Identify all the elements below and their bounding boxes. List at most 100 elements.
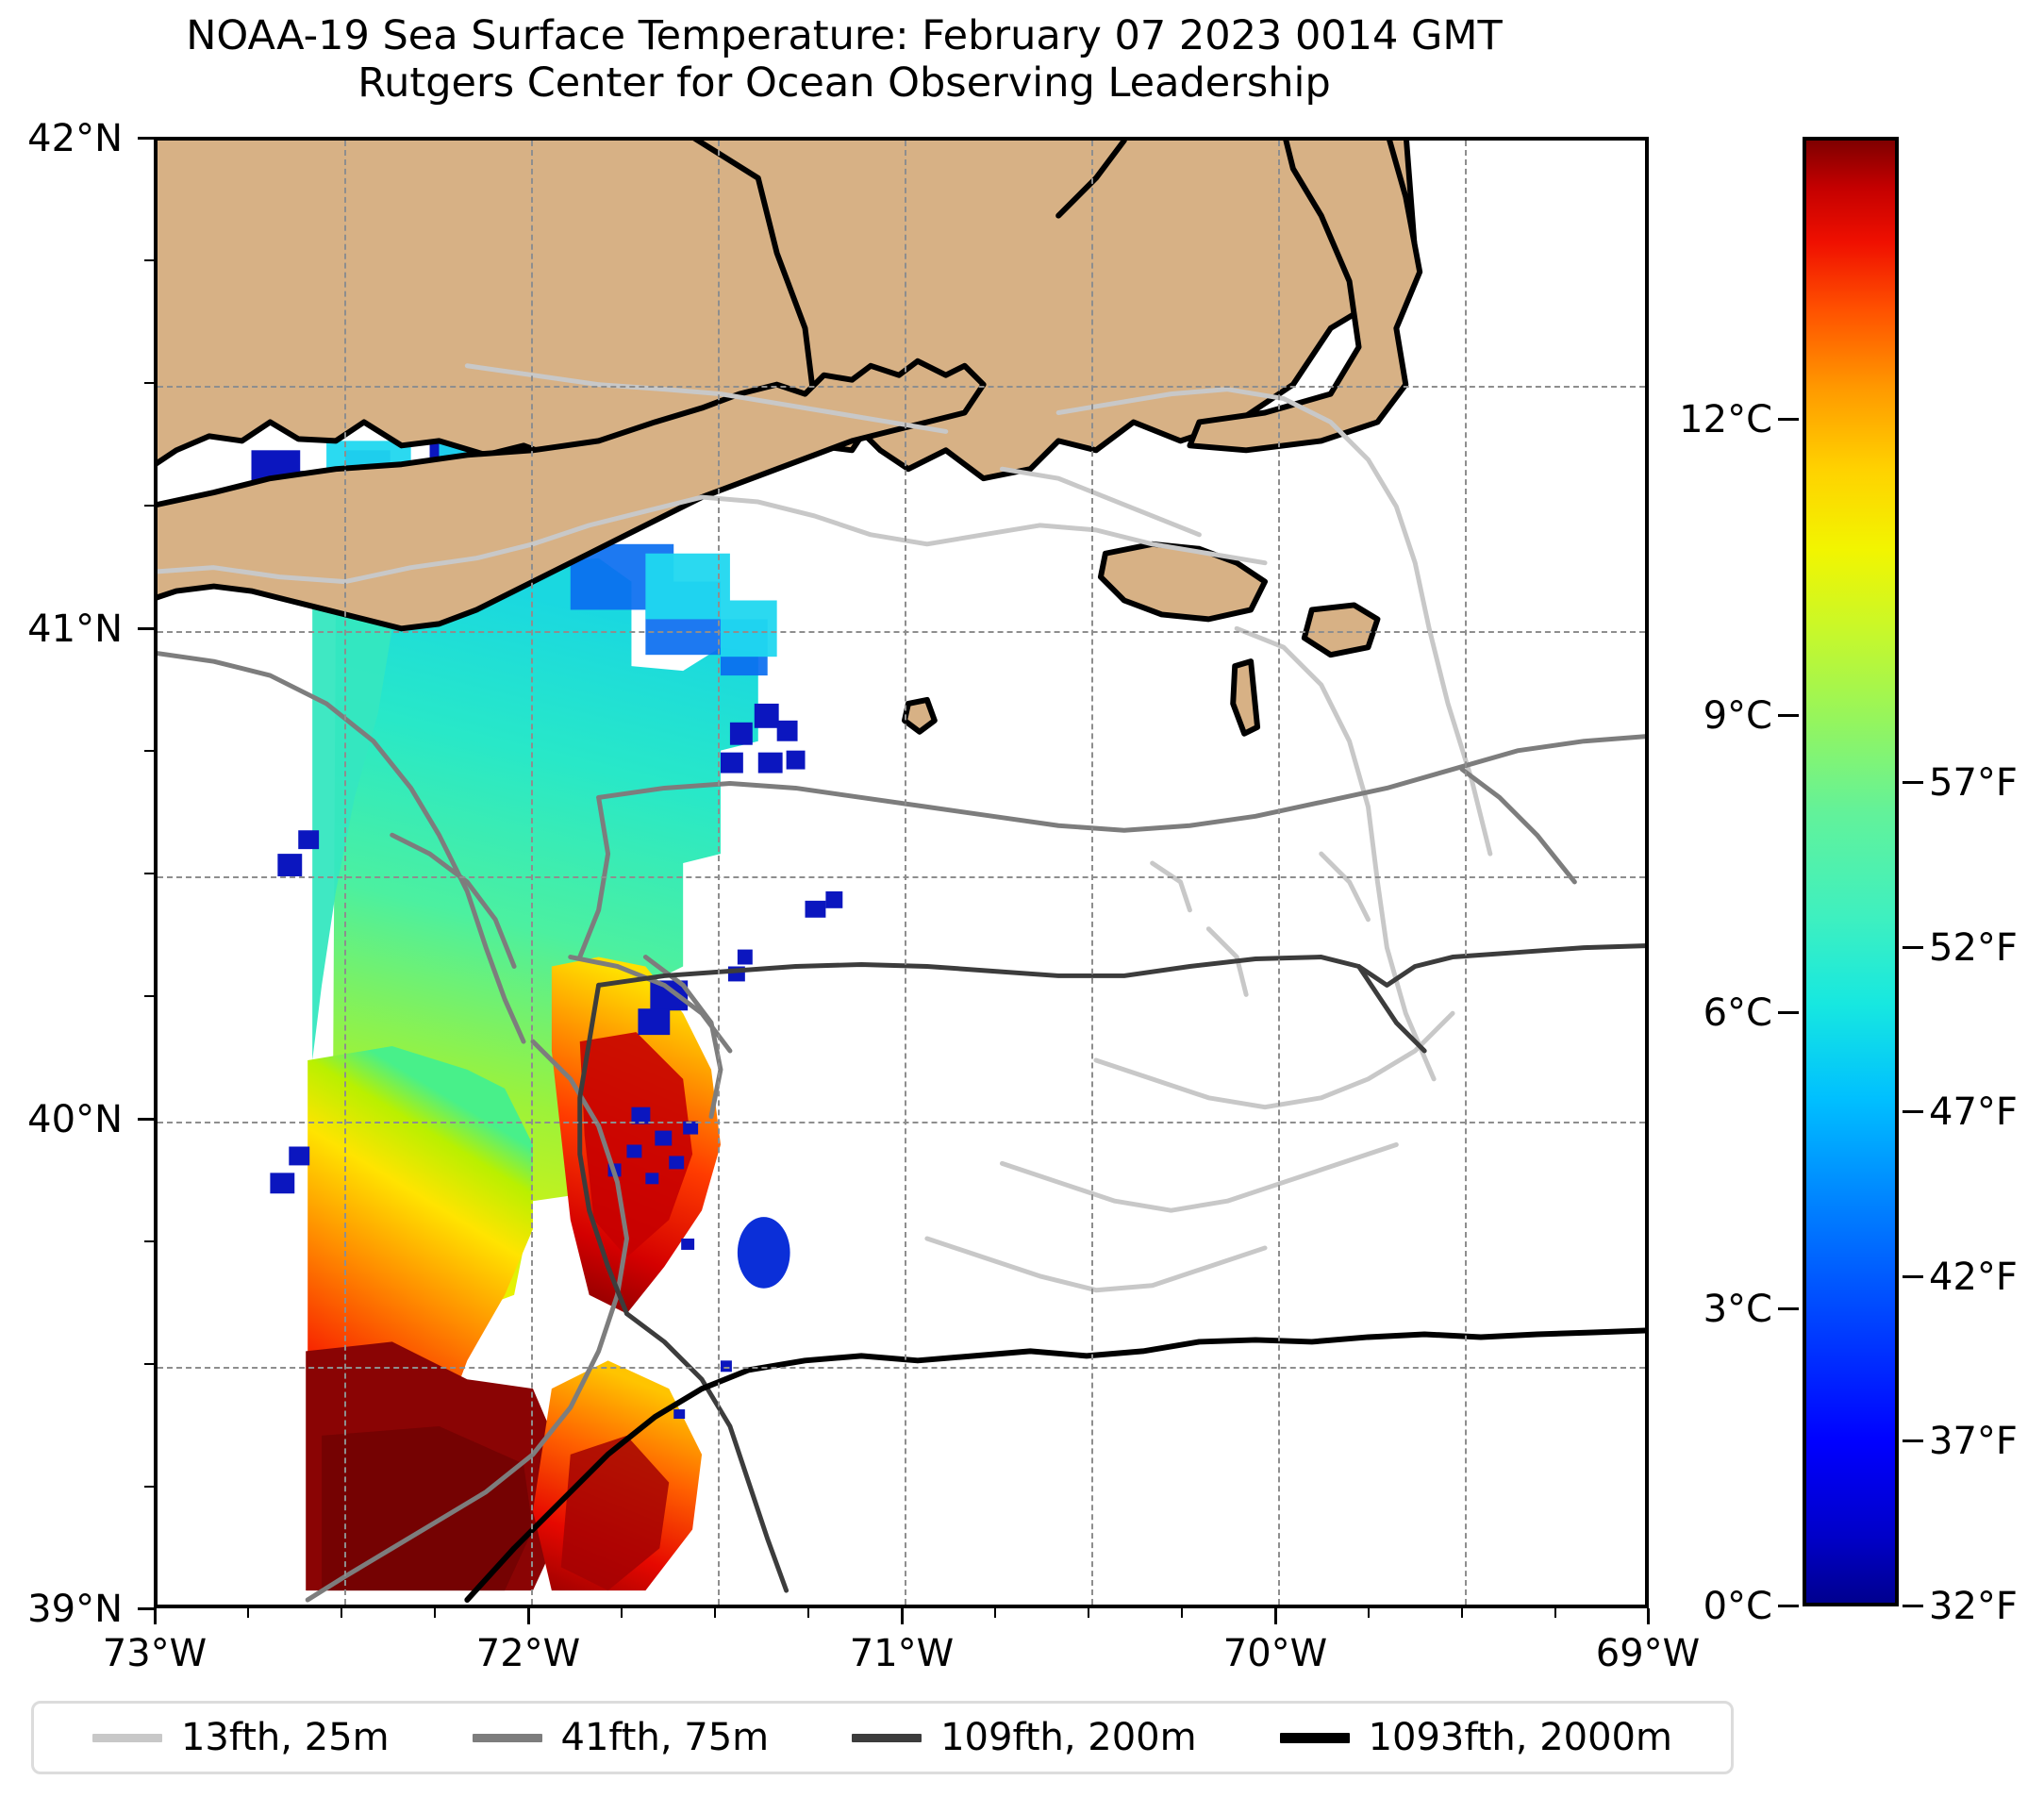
legend-line-icon-200m <box>852 1733 922 1742</box>
colorbar-tick-f-57 <box>1903 781 1923 784</box>
y-tick-minor <box>144 750 154 752</box>
legend-entry-2000m[interactable]: 1093fth, 2000m <box>1279 1716 1672 1759</box>
colorbar-label-f-37: 37°F <box>1929 1420 2018 1463</box>
x-axis-label-0: 73°W <box>102 1632 208 1675</box>
legend-label-200m: 109fth, 200m <box>940 1716 1197 1759</box>
legend-entry-200m[interactable]: 109fth, 200m <box>852 1716 1197 1759</box>
y-tick-minor <box>144 505 154 507</box>
colorbar-tick-f-42 <box>1903 1275 1923 1278</box>
land-long-island <box>158 358 987 632</box>
colorbar-tick-f-52 <box>1903 946 1923 949</box>
x-tick-major <box>1647 1608 1650 1624</box>
y-tick-minor <box>144 382 154 384</box>
sst-region-nearshore-west <box>312 581 392 1060</box>
colorbar-tick-c-0 <box>1778 1605 1799 1607</box>
legend-line-icon-75m <box>472 1733 542 1742</box>
y-tick-major <box>138 627 154 630</box>
x-tick-minor <box>341 1608 342 1618</box>
x-tick-major <box>154 1608 157 1624</box>
bathymetry-layer <box>158 141 1645 1604</box>
x-axis-label-3: 70°W <box>1222 1632 1328 1675</box>
y-tick-minor <box>144 995 154 997</box>
isobath-75m <box>158 651 1645 1603</box>
y-tick-minor <box>144 1240 154 1242</box>
isobath-200m <box>577 943 1645 1593</box>
legend-line-icon-25m <box>91 1733 162 1742</box>
legend-entry-25m[interactable]: 13fth, 25m <box>91 1716 390 1759</box>
colorbar-label-f-47: 47°F <box>1929 1090 2018 1134</box>
x-tick-minor <box>621 1608 623 1618</box>
colorbar-label-f-42: 42°F <box>1929 1256 2018 1299</box>
legend-entry-75m[interactable]: 41fth, 75m <box>472 1716 770 1759</box>
colorbar-tick-f-47 <box>1903 1110 1923 1113</box>
sst-cold-eddy <box>737 1217 790 1289</box>
y-axis-label-1: 41°N <box>27 607 123 651</box>
gridline-vertical <box>531 141 533 1605</box>
land-layer <box>158 141 1423 737</box>
gridline-vertical <box>1278 141 1280 1605</box>
colorbar-tick-c-12 <box>1778 418 1799 421</box>
x-tick-major <box>1274 1608 1277 1624</box>
colorbar-label-f-52: 52°F <box>1929 926 2018 970</box>
x-tick-minor <box>247 1608 249 1618</box>
bathymetry-legend[interactable]: 13fth, 25m 41fth, 75m 109fth, 200m 1093f… <box>31 1701 1734 1774</box>
title-line-1: NOAA-19 Sea Surface Temperature: Februar… <box>186 12 1503 59</box>
y-tick-major <box>138 1118 154 1121</box>
colorbar-tick-c-6 <box>1778 1011 1799 1014</box>
legend-label-25m: 13fth, 25m <box>180 1716 390 1759</box>
sst-map-axes[interactable] <box>154 137 1649 1608</box>
x-axis-label-2: 71°W <box>849 1632 955 1675</box>
gridline-horizontal <box>158 1122 1645 1123</box>
y-tick-minor <box>144 1486 154 1488</box>
chart-title: NOAA-19 Sea Surface Temperature: Februar… <box>0 12 1688 108</box>
land-marthas-vineyard <box>1097 541 1269 623</box>
x-tick-minor <box>1368 1608 1370 1618</box>
colorbar-tick-f-32 <box>1903 1605 1923 1607</box>
sst-map-canvas <box>158 141 1645 1604</box>
colorbar-label-c-6: 6°C <box>1703 991 1772 1035</box>
colorbar-label-f-57: 57°F <box>1929 761 2018 805</box>
gridline-horizontal <box>158 1367 1645 1369</box>
legend-label-75m: 41fth, 75m <box>560 1716 770 1759</box>
x-tick-major <box>901 1608 904 1624</box>
gridline-vertical <box>718 141 720 1605</box>
colorbar-tick-f-37 <box>1903 1439 1923 1442</box>
gridline-horizontal <box>158 631 1645 633</box>
x-tick-minor <box>1554 1608 1556 1618</box>
colorbar-label-c-0: 0°C <box>1703 1585 1772 1628</box>
isobath-2000m <box>464 141 1645 1604</box>
y-axis-label-3: 39°N <box>27 1588 123 1631</box>
y-tick-major <box>138 1607 154 1610</box>
colorbar-label-c-12: 12°C <box>1679 398 1772 441</box>
y-tick-minor <box>144 259 154 261</box>
colorbar-label-c-3: 3°C <box>1703 1288 1772 1331</box>
colorbar-label-c-9: 9°C <box>1703 694 1772 738</box>
legend-line-icon-2000m <box>1279 1732 1350 1743</box>
y-axis-label-0: 42°N <box>27 117 123 160</box>
gridline-vertical <box>905 141 906 1605</box>
sst-colorbar[interactable]: 0°C 3°C 6°C 9°C 12°C 32°F 37°F 42°F 47°F… <box>1679 137 2018 1628</box>
y-tick-major <box>138 137 154 140</box>
gridline-vertical <box>1091 141 1093 1605</box>
legend-label-2000m: 1093fth, 2000m <box>1368 1716 1672 1759</box>
title-line-2: Rutgers Center for Ocean Observing Leade… <box>357 58 1331 107</box>
x-tick-minor <box>714 1608 716 1618</box>
x-tick-minor <box>994 1608 996 1618</box>
x-tick-major <box>527 1608 530 1624</box>
isobath-25m <box>158 363 1493 1293</box>
x-tick-minor <box>434 1608 436 1618</box>
x-tick-minor <box>1088 1608 1089 1618</box>
y-tick-minor <box>144 873 154 874</box>
gridline-vertical <box>344 141 346 1605</box>
x-tick-minor <box>1461 1608 1463 1618</box>
gridline-horizontal <box>158 386 1645 388</box>
land-cape-cod <box>1187 141 1423 454</box>
colorbar-gradient <box>1803 137 1899 1606</box>
land-nantucket-sliver <box>1230 658 1261 737</box>
x-axis-label-4: 69°W <box>1595 1632 1701 1675</box>
sst-region-warmest-sw <box>322 1425 533 1591</box>
land-block-island <box>901 696 938 735</box>
x-tick-minor <box>807 1608 809 1618</box>
x-tick-minor <box>1181 1608 1183 1618</box>
land-nantucket <box>1301 602 1381 658</box>
